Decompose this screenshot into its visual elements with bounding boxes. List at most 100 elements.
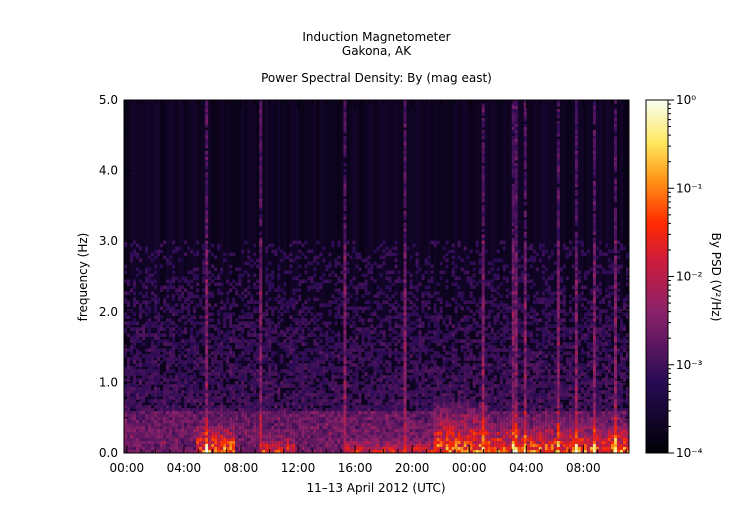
spectrogram-cell <box>310 381 314 385</box>
spectrogram-cell <box>301 306 305 311</box>
spectrogram-cell <box>139 387 143 391</box>
spectrogram-cell <box>139 279 143 284</box>
spectrogram-cell <box>409 450 414 453</box>
spectrogram-cell <box>226 429 230 433</box>
spectrogram-cell <box>205 444 209 448</box>
spectrogram-cell <box>319 450 323 453</box>
spectrogram-cell <box>202 369 206 373</box>
spectrogram-cell <box>433 378 438 382</box>
spectrogram-cell <box>163 333 167 337</box>
spectrogram-cell <box>445 420 450 424</box>
spectrogram-cell <box>304 357 308 361</box>
spectrogram-cell <box>388 387 393 391</box>
spectrogram-cell <box>445 279 450 284</box>
spectrogram-cell <box>295 408 299 412</box>
spectrogram-cell <box>238 387 242 391</box>
spectrogram-cell <box>400 306 405 311</box>
spectrogram-column <box>289 100 293 453</box>
spectrogram-cell <box>256 393 260 397</box>
spectrogram-cell <box>343 138 348 143</box>
spectrogram-cell <box>343 372 348 376</box>
spectrogram-cell <box>130 348 134 352</box>
spectrogram-cell <box>175 396 179 400</box>
spectrogram-cell <box>136 351 140 355</box>
spectrogram-cell <box>157 438 161 442</box>
spectrogram-cell <box>343 243 348 248</box>
spectrogram-cell <box>364 291 369 296</box>
spectrogram-cell <box>205 339 209 343</box>
spectrogram-cell <box>436 324 441 328</box>
spectrogram-cell <box>130 402 134 406</box>
spectrogram-cell <box>193 366 197 370</box>
spectrogram-cell <box>211 441 215 445</box>
spectrogram-cell <box>250 402 254 406</box>
spectrogram-cell <box>181 291 185 296</box>
spectrogram-cell <box>337 330 342 334</box>
spectrogram-cell <box>418 438 423 442</box>
spectrogram-cell <box>388 429 393 433</box>
spectrogram-cell <box>307 249 311 254</box>
spectrogram-cell <box>403 258 408 263</box>
spectrogram-cell <box>304 420 308 424</box>
spectrogram-cell <box>319 432 323 436</box>
spectrogram-cell <box>307 309 311 313</box>
spectrogram-cell <box>223 444 227 448</box>
spectrogram-cell <box>328 354 333 358</box>
spectrogram-cell <box>244 270 248 275</box>
spectrogram-cell <box>325 303 330 308</box>
spectrogram-cell <box>412 435 417 439</box>
spectrogram-cell <box>334 408 339 412</box>
spectrogram-cell <box>244 345 248 349</box>
spectrogram-cell <box>391 282 396 287</box>
spectrogram-cell <box>142 378 146 382</box>
spectrogram-cell <box>418 447 423 451</box>
spectrogram-cell <box>265 402 269 406</box>
spectrogram-cell <box>394 414 399 418</box>
spectrogram-cell <box>403 339 408 343</box>
spectrogram-cell <box>142 426 146 430</box>
spectrogram-cell <box>250 438 254 442</box>
spectrogram-cell <box>385 417 390 421</box>
spectrogram-cell <box>409 402 414 406</box>
spectrogram-cell <box>400 441 405 445</box>
spectrogram-cell <box>394 306 399 311</box>
spectrogram-cell <box>295 255 299 260</box>
spectrogram-cell <box>136 255 140 260</box>
spectrogram-cell <box>352 399 357 403</box>
spectrogram-cell <box>424 348 429 352</box>
spectrogram-cell <box>319 447 323 451</box>
spectrogram-cell <box>172 312 176 316</box>
spectrogram-cell <box>229 399 233 403</box>
spectrogram-cell <box>406 297 411 302</box>
spectrogram-cell <box>124 438 128 442</box>
spectrogram-cell <box>424 258 429 263</box>
spectrogram-cell <box>382 444 387 448</box>
spectrogram-cell <box>241 414 245 418</box>
spectrogram-cell <box>190 321 194 325</box>
spectrogram-cell <box>418 282 423 287</box>
spectrogram-cell <box>256 441 260 445</box>
spectrogram-cell <box>283 450 287 453</box>
spectrogram-cell <box>361 321 366 325</box>
spectrogram-cell <box>238 342 242 346</box>
spectrogram-cell <box>373 441 378 445</box>
spectrogram-cell <box>205 336 209 340</box>
spectrogram-cell <box>169 318 173 322</box>
spectrogram-cell <box>352 342 357 346</box>
spectrogram-cell <box>148 381 152 385</box>
spectrogram-cell <box>415 354 420 358</box>
spectrogram-cell <box>205 351 209 355</box>
spectrogram-cell <box>244 423 248 427</box>
spectrogram-cell <box>244 420 248 424</box>
spectrogram-cell <box>265 384 269 388</box>
spectrogram-cell <box>412 366 417 370</box>
spectrogram-cell <box>379 273 384 278</box>
spectrogram-cell <box>166 351 170 355</box>
spectrogram-cell <box>211 333 215 337</box>
spectrogram-cell <box>187 366 191 370</box>
spectrogram-cell <box>376 432 381 436</box>
spectrogram-cell <box>166 357 170 361</box>
spectrogram-cell <box>352 321 357 325</box>
spectrogram-cell <box>259 216 263 221</box>
spectrogram-cell <box>400 399 405 403</box>
